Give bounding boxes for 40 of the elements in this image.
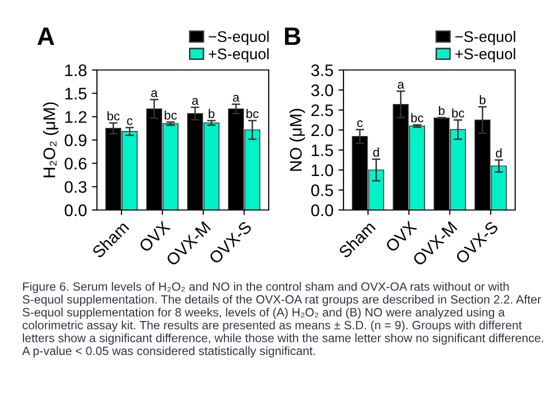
y-tick-label: 1.5 (312, 144, 334, 156)
y-tick-label: 1.5 (65, 88, 87, 100)
data-label: bc (411, 113, 424, 122)
y-tick-label: 0.3 (64, 181, 86, 193)
legend-label: −S-equol (455, 30, 516, 46)
data-label: b (480, 95, 486, 104)
y-axis-title: NO (μM) (290, 108, 306, 171)
y-tick-label: 1.2 (65, 111, 86, 123)
y-axis-title: H₂O₂ (μM) (42, 102, 58, 178)
y-tick-label: 1.0 (312, 164, 334, 176)
legend-label: +S-equol (455, 48, 516, 62)
chart-title: B (285, 28, 300, 45)
chart-title: A (37, 28, 54, 45)
data-label: d (496, 148, 502, 158)
data-label: d (373, 148, 379, 157)
data-label: a (398, 82, 404, 89)
y-tick-label: 2.5 (311, 104, 334, 116)
y-tick-label: 0.6 (64, 158, 86, 170)
y-tick-label: 0.5 (311, 184, 334, 196)
y-tick-label: 1.8 (65, 64, 87, 76)
y-tick-label: 2.0 (311, 124, 334, 136)
data-label: bc (164, 110, 177, 120)
y-tick-label: 0.9 (64, 134, 86, 146)
data-label: c (127, 118, 132, 126)
data-label: bc (452, 108, 464, 118)
data-label: b (208, 108, 214, 118)
y-tick-label: 0.0 (311, 204, 334, 216)
y-tick-label: 3.5 (311, 64, 334, 76)
legend-label: +S-equol (208, 48, 269, 62)
legend-label: −S-equol (208, 30, 269, 46)
data-label: c (357, 120, 363, 128)
data-label: bc (108, 111, 120, 120)
caption: Figure 6. Serum levels of H₂O₂ and NO in the control sham and OVX-OA rats without or with S-equol supplementation. The details of the OVX-OA rat groups are described in Section 2.2. After S-equol supplementation for 8 weeks, levels of (A) H₂O₂ and (B) NO were analyzed using a colorimetric assay kit. The results are presented as means ± S.D. (n = 9). Groups with different letters show a significant difference, while those with the same letter show no significant difference. A p-value < 0.05 was considered statistically significant. (22, 282, 544, 358)
data-label: bc (246, 108, 259, 118)
y-tick-label: 3.0 (311, 84, 334, 96)
data-label: a (151, 90, 158, 98)
data-label: b (438, 106, 445, 116)
y-tick-label: 0.0 (64, 204, 87, 216)
data-label: a (192, 98, 199, 105)
data-label: a (233, 94, 240, 102)
